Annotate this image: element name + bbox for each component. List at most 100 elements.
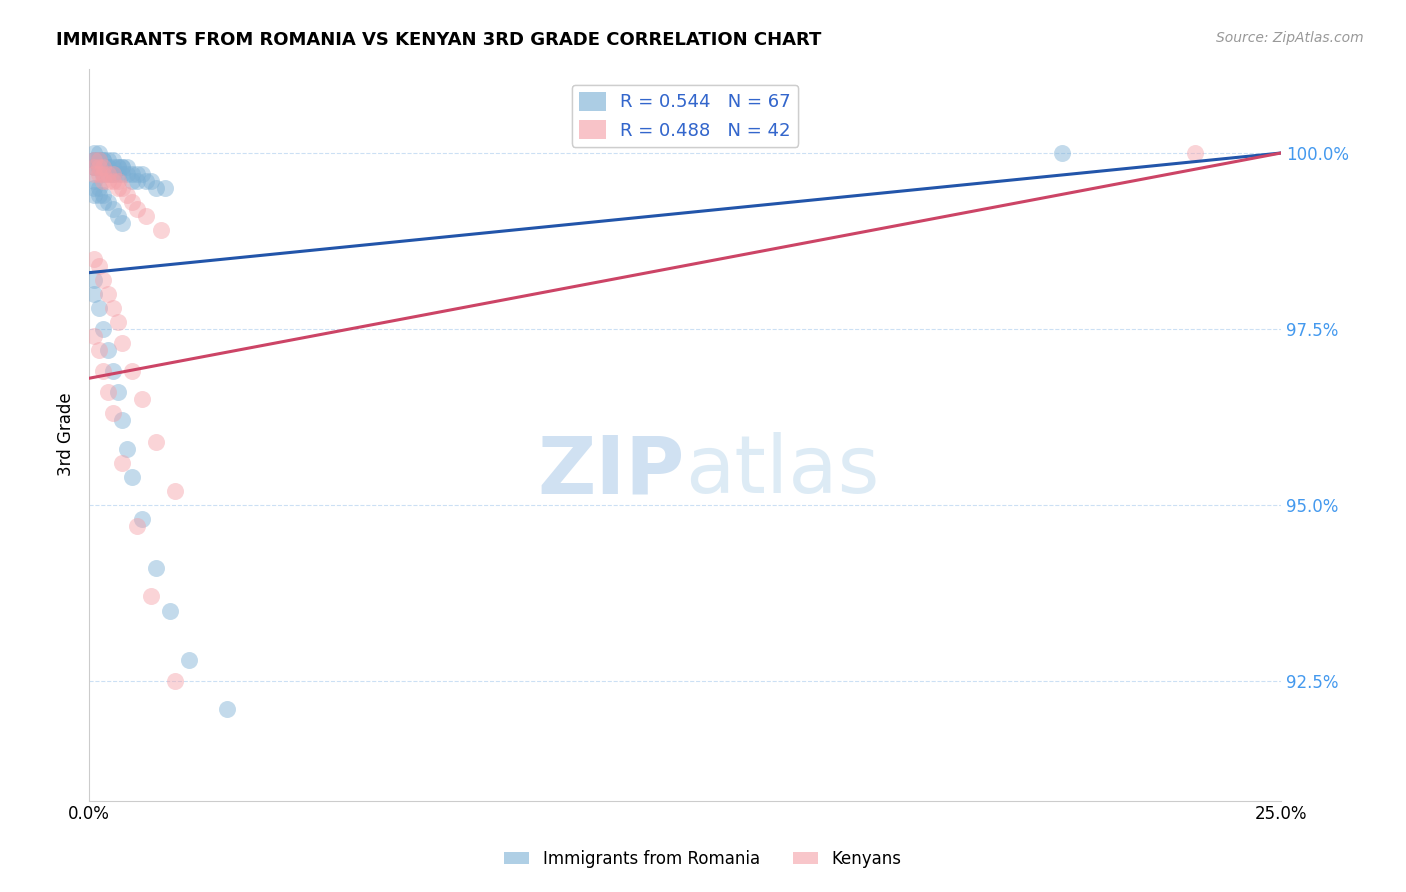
Point (111, 160, 134, 174)
Point (217, 702, 239, 716)
Point (179, 653, 201, 667)
Point (121, 470, 143, 484)
Point (145, 181, 167, 195)
Point (111, 167, 134, 181)
Point (115, 442, 138, 456)
Point (97, 195, 120, 210)
Point (121, 167, 143, 181)
Point (97, 160, 120, 174)
Point (101, 160, 124, 174)
Point (87, 160, 110, 174)
Point (93, 160, 115, 174)
Point (87, 301, 110, 315)
Point (83, 329, 105, 343)
Legend: Immigrants from Romania, Kenyans: Immigrants from Romania, Kenyans (498, 844, 908, 875)
Point (125, 167, 148, 181)
Point (1050, 146, 1073, 161)
Point (115, 188, 138, 202)
Point (139, 174, 162, 188)
Point (83, 188, 105, 202)
Point (87, 343, 110, 357)
Point (83, 153, 105, 167)
Point (107, 167, 129, 181)
Point (87, 181, 110, 195)
Point (101, 301, 124, 315)
Point (83, 153, 105, 167)
Point (93, 174, 115, 188)
Point (83, 160, 105, 174)
Point (83, 160, 105, 174)
Point (101, 167, 124, 181)
Point (107, 174, 129, 188)
Point (83, 273, 105, 287)
Point (83, 167, 105, 181)
Point (145, 434, 167, 449)
Point (93, 167, 115, 181)
Point (97, 167, 120, 181)
Point (87, 188, 110, 202)
Point (131, 167, 153, 181)
Point (115, 167, 138, 181)
Point (145, 561, 167, 575)
Point (97, 343, 120, 357)
Point (1184, 146, 1206, 161)
Point (87, 160, 110, 174)
Point (93, 322, 115, 336)
Point (111, 181, 134, 195)
Point (125, 519, 148, 533)
Point (83, 252, 105, 266)
Point (107, 385, 129, 400)
Point (135, 210, 157, 224)
Point (93, 364, 115, 378)
Point (111, 413, 134, 427)
Point (97, 174, 120, 188)
Point (155, 181, 177, 195)
Point (121, 174, 143, 188)
Point (87, 153, 110, 167)
Point (87, 153, 110, 167)
Point (97, 167, 120, 181)
Text: IMMIGRANTS FROM ROMANIA VS KENYAN 3RD GRADE CORRELATION CHART: IMMIGRANTS FROM ROMANIA VS KENYAN 3RD GR… (56, 31, 821, 49)
Point (111, 336, 134, 351)
Point (149, 223, 172, 237)
Text: atlas: atlas (685, 433, 879, 510)
Point (93, 167, 115, 181)
Point (101, 202, 124, 217)
Point (111, 456, 134, 470)
Point (93, 195, 115, 210)
Point (83, 286, 105, 301)
Point (87, 167, 110, 181)
Point (125, 202, 148, 217)
Point (131, 512, 153, 526)
Point (93, 273, 115, 287)
Point (87, 160, 110, 174)
Point (93, 160, 115, 174)
Point (101, 364, 124, 378)
Point (87, 146, 110, 161)
Legend: R = 0.544   N = 67, R = 0.488   N = 42: R = 0.544 N = 67, R = 0.488 N = 42 (572, 85, 799, 147)
Point (97, 160, 120, 174)
Point (93, 188, 115, 202)
Point (83, 153, 105, 167)
Point (111, 216, 134, 230)
Y-axis label: 3rd Grade: 3rd Grade (58, 392, 75, 476)
Point (83, 174, 105, 188)
Point (125, 174, 148, 188)
Point (87, 153, 110, 167)
Point (107, 181, 129, 195)
Point (97, 286, 120, 301)
Point (107, 315, 129, 329)
Text: Source: ZipAtlas.com: Source: ZipAtlas.com (1216, 31, 1364, 45)
Text: ZIP: ZIP (537, 433, 685, 510)
Point (101, 174, 124, 188)
Point (107, 160, 129, 174)
Point (139, 590, 162, 604)
Point (93, 153, 115, 167)
Point (163, 483, 186, 498)
Point (107, 160, 129, 174)
Point (93, 160, 115, 174)
Point (97, 153, 120, 167)
Point (115, 160, 138, 174)
Point (83, 160, 105, 174)
Point (93, 153, 115, 167)
